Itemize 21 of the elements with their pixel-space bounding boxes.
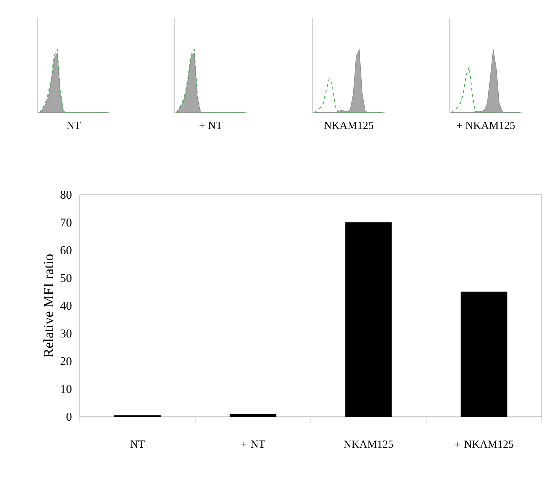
bar	[345, 222, 392, 418]
text: + NKAM125	[457, 122, 515, 130]
x-tick-label: NKAM125	[344, 440, 394, 448]
y-tick-label: 20	[60, 357, 72, 366]
y-tick-label: 10	[61, 385, 72, 394]
x-tick-label: + NT	[242, 440, 266, 448]
y-tick-label: 80	[60, 190, 72, 200]
y-tick-label: 30	[60, 330, 72, 338]
x-tick-label: + NKAM125	[454, 440, 514, 448]
text: + NT	[200, 122, 223, 130]
bar	[460, 292, 508, 418]
text: NKAM125	[324, 122, 374, 130]
y-tick-label: 50	[60, 274, 72, 282]
y-tick-label: 0	[66, 412, 72, 422]
x-tick-label: NT	[130, 440, 145, 448]
y-tick-label: 60	[60, 246, 72, 255]
y-axis-title: Relative MFI ratio	[44, 254, 54, 358]
y-tick-label: 40	[60, 302, 72, 310]
bar	[230, 414, 277, 418]
y-tick-label: 70	[61, 218, 72, 227]
text: NT	[67, 122, 82, 130]
